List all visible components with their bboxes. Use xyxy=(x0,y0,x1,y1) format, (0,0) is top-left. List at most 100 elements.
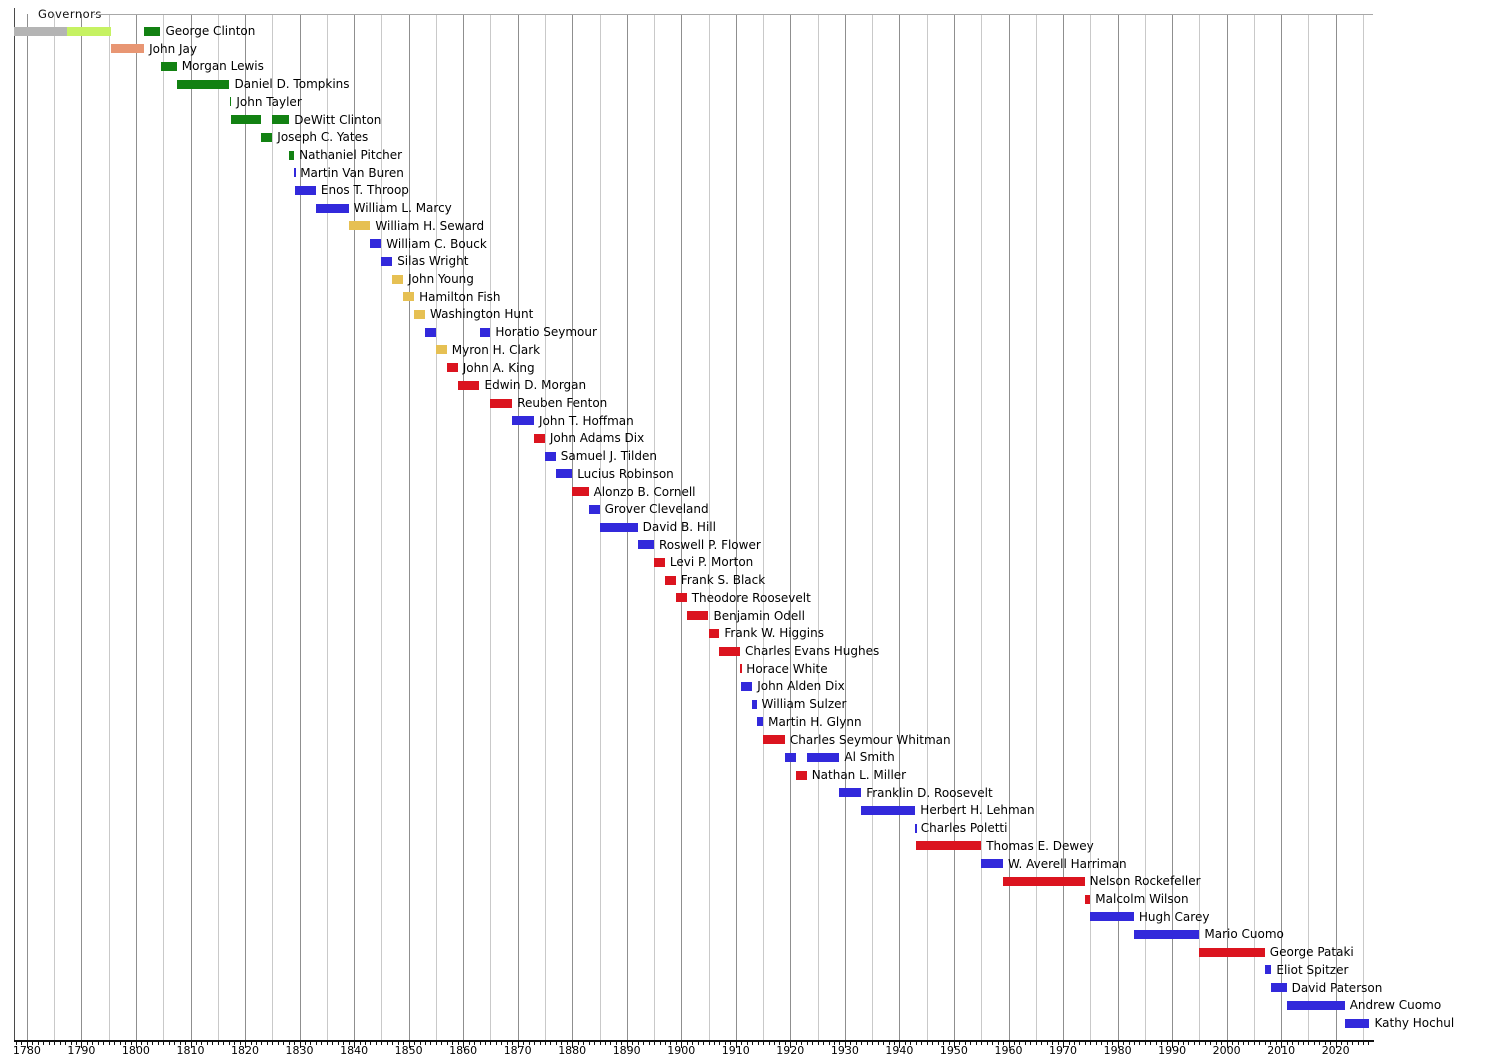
gridline-1810 xyxy=(190,14,192,1040)
title-rule xyxy=(94,14,1373,15)
minor-tick xyxy=(1232,1042,1234,1045)
gridline-2000 xyxy=(1226,14,1228,1040)
minor-tick xyxy=(839,1042,841,1045)
minor-tick xyxy=(757,1042,759,1045)
governor-label: John T. Hoffman xyxy=(539,413,634,428)
minor-tick xyxy=(588,1042,590,1045)
minor-tick xyxy=(234,1042,236,1045)
minor-tick xyxy=(752,1042,754,1045)
major-tick xyxy=(517,1042,519,1048)
minor-tick xyxy=(163,1042,165,1045)
gridline-1840 xyxy=(354,14,356,1040)
minor-tick xyxy=(435,1042,437,1045)
major-tick xyxy=(953,1042,955,1048)
gridline-1785 xyxy=(54,14,56,1040)
major-tick xyxy=(135,1042,137,1048)
minor-tick xyxy=(1308,1042,1310,1045)
term-bar xyxy=(403,292,414,302)
axis-tick-label: 1790 xyxy=(67,1044,96,1056)
minor-tick xyxy=(59,1042,61,1045)
gridline-1895 xyxy=(654,14,655,1040)
minor-tick xyxy=(174,1042,176,1045)
major-tick xyxy=(245,1042,246,1048)
governor-label: Lucius Robinson xyxy=(577,466,674,481)
minor-tick xyxy=(1150,1042,1152,1045)
minor-tick xyxy=(1003,1042,1004,1045)
minor-tick xyxy=(637,1042,639,1045)
axis-tick-label: 1890 xyxy=(612,1044,641,1056)
term-bar xyxy=(1199,947,1265,957)
axis-tick-label: 1860 xyxy=(449,1044,478,1056)
minor-tick xyxy=(375,1042,377,1045)
axis-tick-label: 1830 xyxy=(285,1044,314,1056)
minor-tick xyxy=(239,1042,241,1045)
minor-tick xyxy=(1095,1042,1097,1045)
gridline-2010 xyxy=(1281,14,1283,1040)
minor-tick xyxy=(659,1042,661,1045)
minor-tick xyxy=(986,1042,988,1045)
minor-tick xyxy=(54,1042,56,1045)
gridline-1925 xyxy=(817,14,819,1040)
minor-tick xyxy=(359,1042,361,1045)
term-bar xyxy=(144,26,161,36)
governor-label: Edwin D. Morgan xyxy=(484,378,587,393)
major-tick xyxy=(26,1042,28,1048)
governor-label: Thomas E. Dewey xyxy=(986,838,1094,853)
gridline-1990 xyxy=(1172,14,1174,1040)
minor-tick xyxy=(719,1042,721,1045)
governor-label: Daniel D. Tompkins xyxy=(234,77,350,92)
minor-tick xyxy=(1319,1042,1321,1045)
minor-tick xyxy=(763,1042,765,1045)
minor-tick xyxy=(92,1042,94,1045)
minor-tick xyxy=(801,1042,803,1045)
term-bar xyxy=(348,221,371,231)
gridline-2005 xyxy=(1253,14,1255,1040)
minor-tick xyxy=(441,1042,443,1045)
minor-tick xyxy=(943,1042,944,1045)
minor-tick xyxy=(594,1042,595,1045)
term-bar xyxy=(261,132,273,142)
major-tick xyxy=(408,1042,410,1048)
minor-tick xyxy=(1057,1042,1059,1045)
gridline-2015 xyxy=(1308,14,1310,1040)
minor-tick xyxy=(643,1042,645,1045)
axis-tick-label: 1970 xyxy=(1049,1044,1077,1056)
gridline-1960 xyxy=(1008,14,1010,1040)
minor-tick xyxy=(1161,1042,1163,1045)
minor-tick xyxy=(550,1042,552,1045)
minor-tick xyxy=(861,1042,863,1045)
gridline-1865 xyxy=(490,14,492,1040)
minor-tick xyxy=(855,1042,857,1045)
governor-label: Morgan Lewis xyxy=(181,59,264,74)
governor-label: David B. Hill xyxy=(642,520,716,534)
governor-label: John Young xyxy=(408,272,474,286)
minor-tick xyxy=(1101,1042,1103,1045)
governor-label: Hugh Carey xyxy=(1138,909,1210,924)
gridline-1795 xyxy=(108,14,110,1040)
governor-label: Myron H. Clark xyxy=(451,342,541,357)
minor-tick xyxy=(310,1042,312,1045)
term-bar xyxy=(763,735,785,745)
gridline-1905 xyxy=(708,14,710,1040)
minor-tick xyxy=(266,1042,268,1045)
minor-tick xyxy=(670,1042,672,1045)
governor-label: Charles Evans Hughes xyxy=(745,644,880,658)
minor-tick xyxy=(959,1042,961,1045)
governor-label: DeWitt Clinton xyxy=(294,112,382,127)
minor-tick xyxy=(921,1042,923,1045)
minor-tick xyxy=(768,1042,770,1045)
minor-tick xyxy=(108,1042,110,1045)
major-tick xyxy=(572,1042,574,1048)
governor-label: Frank W. Higgins xyxy=(724,626,824,641)
term-bar xyxy=(795,770,807,780)
minor-tick xyxy=(326,1042,328,1045)
governor-label: Washington Hunt xyxy=(430,307,534,322)
governor-label: Charles Seymour Whitman xyxy=(789,732,951,747)
axis-tick-label: 2000 xyxy=(1212,1044,1241,1056)
minor-tick xyxy=(1106,1042,1108,1045)
minor-tick xyxy=(599,1042,601,1045)
minor-tick xyxy=(152,1042,154,1045)
gridline-1920 xyxy=(790,14,792,1040)
x-axis-line xyxy=(13,1040,1374,1042)
